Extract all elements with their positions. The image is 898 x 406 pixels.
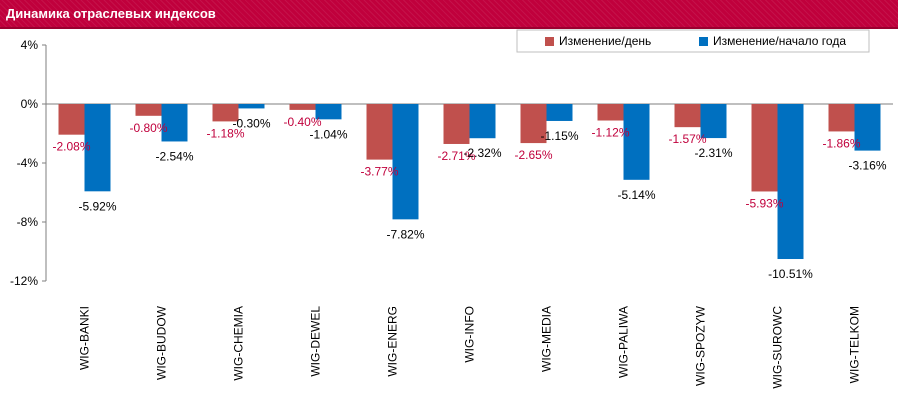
chart-title-banner: Динамика отраслевых индексов bbox=[0, 0, 898, 29]
bar-ytd bbox=[546, 104, 573, 121]
bar-ytd bbox=[700, 104, 727, 139]
bar-ytd bbox=[315, 104, 342, 120]
category-label: WIG-ENERG bbox=[386, 306, 400, 377]
category-label: WIG-DEWEL bbox=[309, 306, 323, 377]
data-label-day: -5.93% bbox=[745, 196, 783, 210]
data-label-day: -1.18% bbox=[206, 126, 244, 140]
data-label-ytd: -1.15% bbox=[540, 129, 578, 143]
data-label-day: -0.80% bbox=[129, 121, 167, 135]
category-label: WIG-INFO bbox=[463, 306, 477, 363]
bar-ytd bbox=[623, 104, 650, 180]
legend-box bbox=[516, 29, 870, 53]
data-label-day: -2.65% bbox=[514, 148, 552, 162]
data-label-day: -3.77% bbox=[360, 165, 398, 179]
bar-day bbox=[828, 104, 855, 132]
category-label: WIG-TELKOM bbox=[848, 306, 862, 383]
data-label-ytd: -5.14% bbox=[617, 188, 655, 202]
bar-ytd bbox=[238, 104, 265, 109]
data-label-ytd: -1.04% bbox=[309, 127, 347, 141]
data-label-ytd: -3.16% bbox=[848, 159, 886, 173]
bar-day bbox=[520, 104, 547, 144]
bar-day bbox=[751, 104, 778, 192]
bar-day bbox=[366, 104, 393, 160]
category-label: WIG-BUDOW bbox=[155, 305, 169, 380]
data-label-ytd: -2.32% bbox=[463, 146, 501, 160]
legend-swatch-day bbox=[545, 37, 554, 46]
category-label: WIG-MEDIA bbox=[540, 306, 554, 372]
y-tick-label: 4% bbox=[21, 38, 39, 52]
category-label: WIG-PALIWA bbox=[617, 306, 631, 378]
category-label: WIG-SUROWC bbox=[771, 306, 785, 389]
data-label-day: -2.71% bbox=[437, 149, 475, 163]
bar-ytd bbox=[392, 104, 419, 220]
category-label: WIG-CHEMIA bbox=[232, 306, 246, 381]
data-label-day: -0.40% bbox=[283, 115, 321, 129]
bar-ytd bbox=[777, 104, 804, 260]
bar-day bbox=[289, 104, 316, 110]
bar-day bbox=[212, 104, 239, 122]
bar-day bbox=[58, 104, 85, 135]
y-tick-label: -12% bbox=[10, 274, 38, 288]
data-label-ytd: -5.92% bbox=[78, 199, 116, 213]
legend-swatch-ytd bbox=[699, 37, 708, 46]
data-label-day: -1.57% bbox=[668, 132, 706, 146]
category-label: WIG-BANKI bbox=[78, 306, 92, 370]
bar-ytd bbox=[84, 104, 111, 192]
bar-ytd bbox=[854, 104, 881, 151]
chart-title: Динамика отраслевых индексов bbox=[6, 6, 216, 21]
bar-ytd bbox=[469, 104, 496, 139]
y-tick-label: -8% bbox=[17, 215, 39, 229]
data-label-ytd: -7.82% bbox=[386, 227, 424, 241]
y-tick-label: -4% bbox=[17, 156, 39, 170]
bar-day bbox=[597, 104, 624, 121]
y-tick-label: 0% bbox=[21, 97, 39, 111]
bar-day bbox=[135, 104, 162, 116]
bar-ytd bbox=[161, 104, 188, 142]
data-label-ytd: -2.31% bbox=[694, 146, 732, 160]
data-label-day: -1.12% bbox=[591, 126, 629, 140]
data-label-day: -1.86% bbox=[822, 136, 860, 150]
data-label-ytd: -10.51% bbox=[768, 267, 813, 281]
data-label-ytd: -0.30% bbox=[232, 116, 270, 130]
bar-day bbox=[674, 104, 701, 128]
bar-day bbox=[443, 104, 470, 144]
legend-label-ytd: Изменение/начало года bbox=[713, 34, 846, 48]
data-label-ytd: -2.54% bbox=[155, 149, 193, 163]
legend-label-day: Изменение/день bbox=[559, 34, 651, 48]
category-label: WIG-SPOZYW bbox=[694, 305, 708, 386]
data-label-day: -2.08% bbox=[52, 140, 90, 154]
